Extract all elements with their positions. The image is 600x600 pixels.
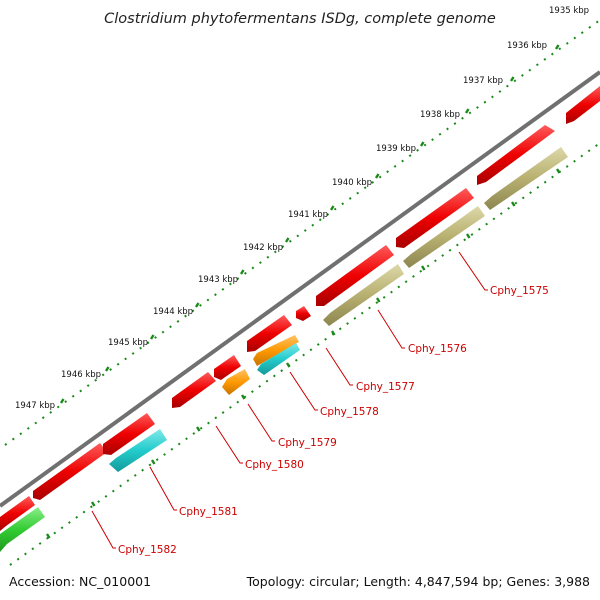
genome-backbone <box>0 70 600 508</box>
gene-label: Cphy_1578 <box>320 406 379 418</box>
gene-feature <box>484 147 568 210</box>
outer-major-ticks <box>59 44 560 404</box>
scale-label: 1940 kbp <box>332 178 372 188</box>
gene-feature <box>109 429 167 472</box>
reverse-strand <box>0 147 568 552</box>
scale-label: 1936 kbp <box>507 41 547 51</box>
gene-label: Cphy_1579 <box>278 437 337 449</box>
scale-label: 1938 kbp <box>420 110 460 120</box>
accession-text: Accession: NC_010001 <box>9 574 151 589</box>
gene-feature <box>477 125 555 185</box>
scale-label: 1943 kbp <box>198 275 238 285</box>
gene-feature <box>296 306 311 321</box>
forward-strand <box>0 86 600 531</box>
gene-label: Cphy_1581 <box>179 506 238 518</box>
scale-label: 1935 kbp <box>549 6 589 16</box>
inner-tick-ring <box>9 142 600 566</box>
label-leaders <box>91 251 488 549</box>
scale-label: 1945 kbp <box>108 338 148 348</box>
scale-label: 1947 kbp <box>15 401 55 411</box>
gene-label: Cphy_1577 <box>356 381 415 393</box>
genome-summary-text: Topology: circular; Length: 4,847,594 bp… <box>246 574 590 589</box>
gene-label: Cphy_1580 <box>245 459 304 471</box>
inner-major-ticks <box>45 168 561 539</box>
outer-tick-ring <box>4 19 600 446</box>
scale-label: 1944 kbp <box>153 307 193 317</box>
scale-label: 1937 kbp <box>463 76 503 86</box>
gene-feature <box>403 206 485 268</box>
gene-feature <box>172 372 216 408</box>
gene-feature <box>33 443 107 500</box>
gene-feature <box>396 188 474 248</box>
scale-label: 1939 kbp <box>376 144 416 154</box>
gene-feature <box>247 315 292 352</box>
gene-label: Cphy_1575 <box>490 285 549 297</box>
scale-label: 1942 kbp <box>243 243 283 253</box>
gene-feature <box>0 496 35 531</box>
gene-feature <box>214 355 241 380</box>
scale-label: 1946 kbp <box>61 370 101 380</box>
gene-feature <box>253 335 299 366</box>
gene-feature <box>566 86 600 124</box>
map-title: Clostridium phytofermentans ISDg, comple… <box>104 11 496 27</box>
gene-label: Cphy_1576 <box>408 343 467 355</box>
gene-feature <box>222 369 250 395</box>
gene-feature <box>316 245 394 306</box>
gene-label: Cphy_1582 <box>118 544 177 556</box>
gene-feature <box>0 507 45 552</box>
gene-feature <box>257 343 300 375</box>
scale-label: 1941 kbp <box>288 210 328 220</box>
gene-feature <box>323 264 404 326</box>
gene-feature <box>103 413 155 455</box>
